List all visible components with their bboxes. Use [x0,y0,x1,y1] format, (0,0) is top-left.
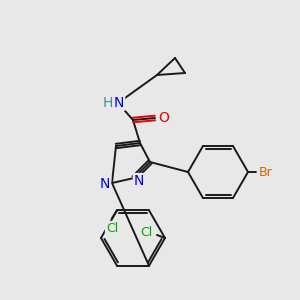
Text: N: N [134,174,144,188]
Text: N: N [100,177,110,191]
Text: Cl: Cl [106,222,118,235]
Text: N: N [114,96,124,110]
Text: H: H [103,96,113,110]
Text: O: O [159,111,170,125]
Text: Cl: Cl [140,226,152,239]
Text: Br: Br [259,166,273,178]
